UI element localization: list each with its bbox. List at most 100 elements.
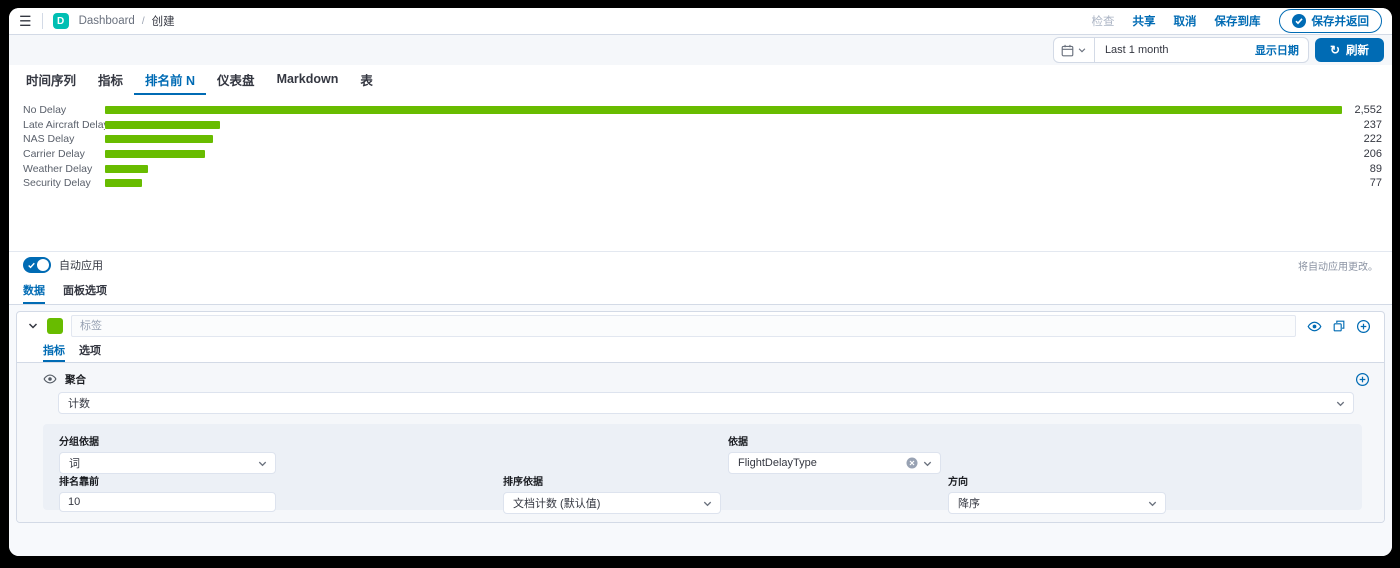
chart-row: No Delay 2,552 bbox=[9, 103, 1392, 118]
chart-category-label: Late Aircraft Delay bbox=[23, 118, 105, 131]
chart-category-label: Security Delay bbox=[23, 177, 91, 190]
order-by-field: 排序依据 文档计数 (默认值) bbox=[503, 473, 721, 514]
top-n-field: 排名靠前 bbox=[59, 473, 276, 512]
by-field: 依据 FlightDelayType bbox=[728, 433, 941, 474]
eye-icon[interactable] bbox=[43, 372, 57, 386]
chart-value-label: 89 bbox=[1369, 162, 1382, 175]
chart-bar-track bbox=[105, 179, 1342, 188]
inspect-button[interactable]: 检查 bbox=[1091, 16, 1115, 28]
eye-icon[interactable] bbox=[1307, 319, 1322, 334]
chart-bar bbox=[105, 179, 143, 188]
chart-category-label: Carrier Delay bbox=[23, 148, 85, 161]
order-by-value: 文档计数 (默认值) bbox=[513, 498, 601, 510]
tab-panel-options[interactable]: 面板选项 bbox=[63, 285, 107, 297]
chart-bar bbox=[105, 150, 205, 159]
tab-metric[interactable]: 指标 bbox=[98, 73, 124, 88]
chevron-down-icon bbox=[1147, 498, 1158, 509]
series-header bbox=[17, 312, 1384, 340]
menu-icon[interactable]: ☰ bbox=[19, 13, 32, 29]
cancel-button[interactable]: 取消 bbox=[1173, 16, 1197, 28]
save-and-return-label: 保存并返回 bbox=[1311, 16, 1370, 28]
tab-markdown[interactable]: Markdown bbox=[276, 72, 339, 86]
save-and-return-button[interactable]: 保存并返回 bbox=[1278, 9, 1382, 33]
chart-value-label: 206 bbox=[1363, 148, 1382, 161]
chart-row: NAS Delay 222 bbox=[9, 132, 1392, 147]
check-circle-icon bbox=[1291, 14, 1306, 28]
chevron-down-icon bbox=[1077, 45, 1087, 55]
group-by-select[interactable]: 词 bbox=[59, 452, 276, 474]
direction-select[interactable]: 降序 bbox=[948, 492, 1166, 514]
chart-bar-track bbox=[105, 150, 1342, 159]
save-to-library-button[interactable]: 保存到库 bbox=[1214, 16, 1261, 28]
add-metric-icon[interactable] bbox=[1355, 372, 1370, 387]
tab-options[interactable]: 选项 bbox=[79, 345, 101, 357]
editor-tabs: 数据 面板选项 bbox=[9, 278, 1392, 305]
direction-label: 方向 bbox=[948, 477, 968, 488]
share-button[interactable]: 共享 bbox=[1132, 16, 1156, 28]
topbar-actions: 检查 共享 取消 保存到库 保存并返回 bbox=[1091, 9, 1382, 33]
chart-value-label: 237 bbox=[1363, 118, 1382, 131]
chart-bar-track bbox=[105, 164, 1342, 173]
tab-data[interactable]: 数据 bbox=[23, 278, 45, 304]
tab-gauge[interactable]: 仪表盘 bbox=[217, 73, 255, 88]
tab-time-series[interactable]: 时间序列 bbox=[26, 73, 77, 88]
order-by-select[interactable]: 文档计数 (默认值) bbox=[503, 492, 721, 514]
calendar-icon bbox=[1061, 44, 1074, 57]
tab-table[interactable]: 表 bbox=[360, 73, 373, 88]
chart-category-label: No Delay bbox=[23, 104, 67, 117]
tab-metrics[interactable]: 指标 bbox=[43, 340, 65, 362]
chart-row: Weather Delay 89 bbox=[9, 161, 1392, 176]
visualization-panel: 时间序列 指标 排名前 N 仪表盘 Markdown 表 No Delay 2,5… bbox=[9, 65, 1392, 251]
calendar-dropdown[interactable] bbox=[1054, 38, 1095, 62]
chart-bar-track bbox=[105, 135, 1342, 144]
auto-apply-hint: 将自动应用更改。 bbox=[1298, 261, 1378, 273]
auto-apply-bar: 自动应用 将自动应用更改。 bbox=[9, 251, 1392, 278]
series-color-swatch[interactable] bbox=[47, 318, 63, 334]
clone-series-icon[interactable] bbox=[1332, 319, 1346, 333]
app-logo[interactable]: D bbox=[52, 13, 69, 29]
chart-bar bbox=[105, 106, 1342, 115]
breadcrumb-separator: / bbox=[141, 15, 145, 27]
chart-bar bbox=[105, 120, 220, 129]
chart-bar bbox=[105, 164, 149, 173]
chart-value-label: 222 bbox=[1363, 133, 1382, 146]
breadcrumb-dashboard[interactable]: Dashboard bbox=[78, 15, 135, 27]
top-n-label: 排名靠前 bbox=[59, 477, 99, 488]
breadcrumb-current: 创建 bbox=[151, 16, 175, 28]
order-by-label: 排序依据 bbox=[503, 477, 543, 488]
series-actions bbox=[1304, 319, 1374, 334]
date-range-value[interactable]: Last 1 month bbox=[1104, 44, 1169, 56]
date-bar: Last 1 month 显示日期 ↻ 刷新 bbox=[9, 35, 1392, 65]
refresh-button[interactable]: ↻ 刷新 bbox=[1314, 38, 1384, 62]
date-picker: Last 1 month 显示日期 bbox=[1052, 37, 1309, 63]
series-label-input[interactable] bbox=[71, 315, 1296, 337]
series-card: 指标 选项 聚合 计数 bbox=[16, 311, 1385, 523]
aggregation-select[interactable]: 计数 bbox=[58, 392, 1354, 414]
toggle-knob bbox=[37, 259, 49, 271]
refresh-icon: ↻ bbox=[1329, 43, 1340, 57]
aggregation-row: 聚合 bbox=[43, 370, 1370, 388]
clear-icon[interactable] bbox=[906, 457, 918, 469]
top-n-input[interactable] bbox=[59, 492, 276, 512]
group-by-panel: 分组依据 词 依据 FlightDelayType bbox=[43, 424, 1362, 514]
collapse-chevron-icon[interactable] bbox=[27, 320, 39, 332]
chart-bar-track bbox=[105, 106, 1342, 115]
chevron-down-icon bbox=[702, 498, 713, 509]
series-tabs: 指标 选项 bbox=[17, 340, 1384, 363]
by-label: 依据 bbox=[728, 437, 748, 448]
refresh-label: 刷新 bbox=[1346, 45, 1369, 57]
tab-top-n[interactable]: 排名前 N bbox=[134, 65, 207, 95]
chart-value-label: 2,552 bbox=[1354, 104, 1382, 117]
chevron-down-icon bbox=[257, 458, 268, 469]
auto-apply-toggle[interactable] bbox=[23, 257, 51, 273]
series-editor: 指标 选项 聚合 计数 bbox=[9, 305, 1392, 556]
direction-value: 降序 bbox=[958, 498, 980, 510]
by-combobox[interactable]: FlightDelayType bbox=[728, 452, 941, 474]
breadcrumb: Dashboard / 创建 bbox=[79, 13, 175, 29]
aggregation-value: 计数 bbox=[68, 398, 90, 410]
group-by-label: 分组依据 bbox=[59, 437, 99, 448]
add-series-icon[interactable] bbox=[1356, 319, 1371, 334]
show-dates-button[interactable]: 显示日期 bbox=[1254, 45, 1299, 57]
aggregation-label: 聚合 bbox=[65, 373, 86, 386]
chart-bar-track bbox=[105, 120, 1342, 129]
